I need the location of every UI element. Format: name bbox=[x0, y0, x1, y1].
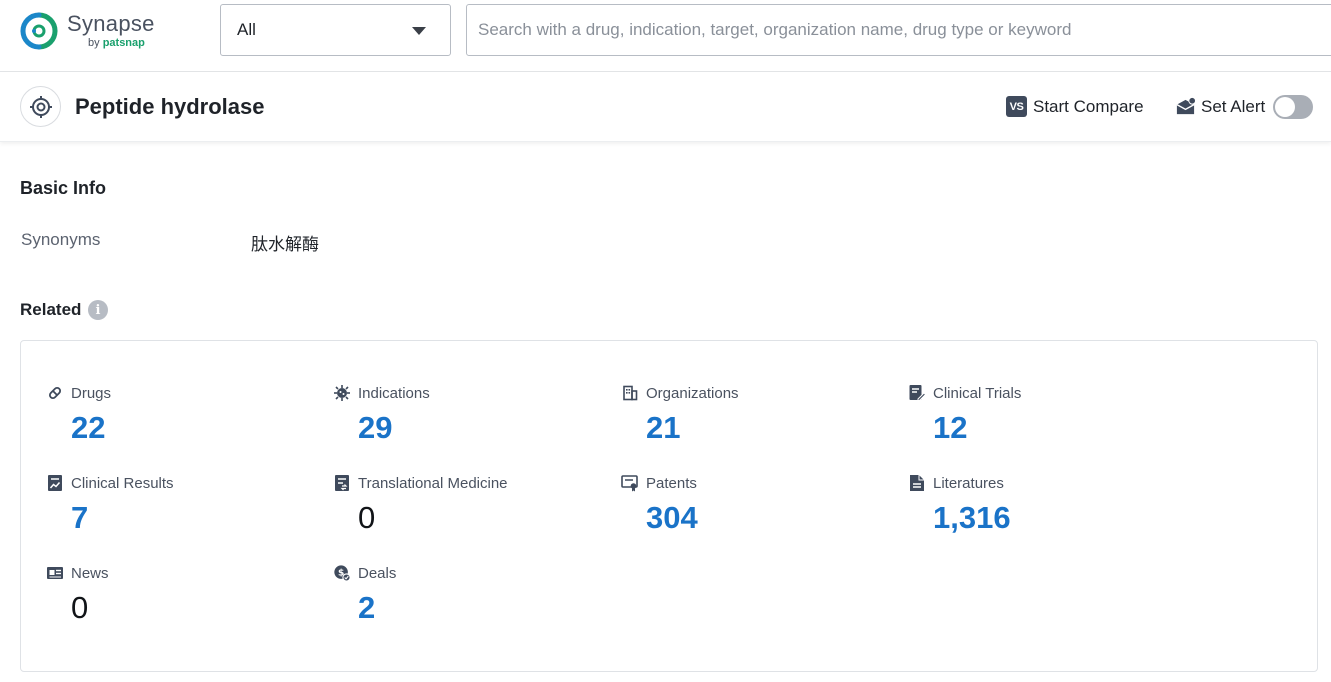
translational-doc-icon bbox=[333, 474, 351, 492]
virus-icon bbox=[333, 384, 351, 402]
start-compare-button[interactable]: VS Start Compare bbox=[1006, 96, 1144, 117]
stat-label: Drugs bbox=[71, 385, 111, 402]
stat-value-link[interactable]: 7 bbox=[71, 502, 306, 533]
building-icon bbox=[621, 384, 639, 402]
stat-label: News bbox=[71, 565, 109, 582]
trial-doc-icon bbox=[908, 384, 926, 402]
set-alert-button[interactable]: Set Alert bbox=[1175, 96, 1265, 117]
deal-money-icon: $ bbox=[333, 564, 351, 582]
chevron-down-icon bbox=[412, 27, 426, 35]
search-input[interactable] bbox=[466, 4, 1331, 56]
stat-label: Clinical Results bbox=[71, 475, 174, 492]
brand-sub-prefix: by bbox=[88, 37, 100, 49]
stat-label: Literatures bbox=[933, 475, 1004, 492]
vs-compare-icon: VS bbox=[1006, 96, 1027, 117]
related-heading: Related bbox=[20, 300, 81, 320]
toggle-knob bbox=[1275, 97, 1295, 117]
stat-value: 0 bbox=[358, 502, 593, 533]
page-title: Peptide hydrolase bbox=[75, 94, 265, 120]
target-badge bbox=[20, 86, 61, 127]
related-stats-card: Drugs 22 Indications 29 Organizations 21… bbox=[20, 340, 1318, 672]
brand-sub-name: patsnap bbox=[103, 37, 145, 49]
newspaper-icon bbox=[46, 564, 64, 582]
stat-news[interactable]: News 0 bbox=[46, 563, 306, 633]
stat-organizations[interactable]: Organizations 21 bbox=[621, 383, 881, 453]
literature-doc-icon bbox=[908, 474, 926, 492]
stat-label: Organizations bbox=[646, 385, 739, 402]
search-scope-value: All bbox=[237, 20, 256, 40]
stat-translational-medicine[interactable]: Translational Medicine 0 bbox=[333, 473, 593, 543]
stat-label: Translational Medicine bbox=[358, 475, 508, 492]
start-compare-label: Start Compare bbox=[1033, 97, 1144, 117]
synapse-logo-icon bbox=[19, 11, 59, 51]
stat-clinical-results[interactable]: Clinical Results 7 bbox=[46, 473, 306, 543]
stat-drugs[interactable]: Drugs 22 bbox=[46, 383, 306, 453]
stat-label: Clinical Trials bbox=[933, 385, 1021, 402]
synonyms-value: 肽水解酶 bbox=[251, 230, 319, 255]
stat-value-link[interactable]: 21 bbox=[646, 412, 881, 443]
set-alert-toggle[interactable] bbox=[1273, 95, 1313, 119]
stat-deals[interactable]: $ Deals 2 bbox=[333, 563, 593, 633]
page-header: Peptide hydrolase VS Start Compare Set A… bbox=[0, 72, 1331, 142]
stat-value-link[interactable]: 2 bbox=[358, 592, 593, 623]
stat-clinical-trials[interactable]: Clinical Trials 12 bbox=[908, 383, 1168, 453]
stat-value-link[interactable]: 304 bbox=[646, 502, 881, 533]
pill-icon bbox=[46, 384, 64, 402]
synonyms-label: Synonyms bbox=[21, 230, 100, 250]
stat-value-link[interactable]: 12 bbox=[933, 412, 1168, 443]
results-chart-icon bbox=[46, 474, 64, 492]
search-scope-dropdown[interactable]: All bbox=[220, 4, 451, 56]
stat-label: Patents bbox=[646, 475, 697, 492]
brand-subtitle: by patsnap bbox=[88, 38, 155, 49]
stat-value: 0 bbox=[71, 592, 306, 623]
brand-name: Synapse bbox=[67, 13, 155, 35]
stat-label: Indications bbox=[358, 385, 430, 402]
set-alert-label: Set Alert bbox=[1201, 97, 1265, 117]
synapse-logo[interactable]: Synapse by patsnap bbox=[19, 11, 155, 51]
stat-indications[interactable]: Indications 29 bbox=[333, 383, 593, 453]
stat-patents[interactable]: Patents 304 bbox=[621, 473, 881, 543]
stat-label: Deals bbox=[358, 565, 396, 582]
basic-info-heading: Basic Info bbox=[20, 178, 106, 199]
top-navigation-bar: Synapse by patsnap All bbox=[0, 0, 1331, 72]
patent-certificate-icon bbox=[621, 474, 639, 492]
stat-value-link[interactable]: 22 bbox=[71, 412, 306, 443]
target-crosshair-icon bbox=[29, 95, 53, 119]
info-icon[interactable]: i bbox=[88, 300, 108, 320]
alert-mail-icon bbox=[1175, 96, 1196, 117]
stat-literatures[interactable]: Literatures 1,316 bbox=[908, 473, 1168, 543]
stat-value-link[interactable]: 1,316 bbox=[933, 502, 1168, 533]
stat-value-link[interactable]: 29 bbox=[358, 412, 593, 443]
